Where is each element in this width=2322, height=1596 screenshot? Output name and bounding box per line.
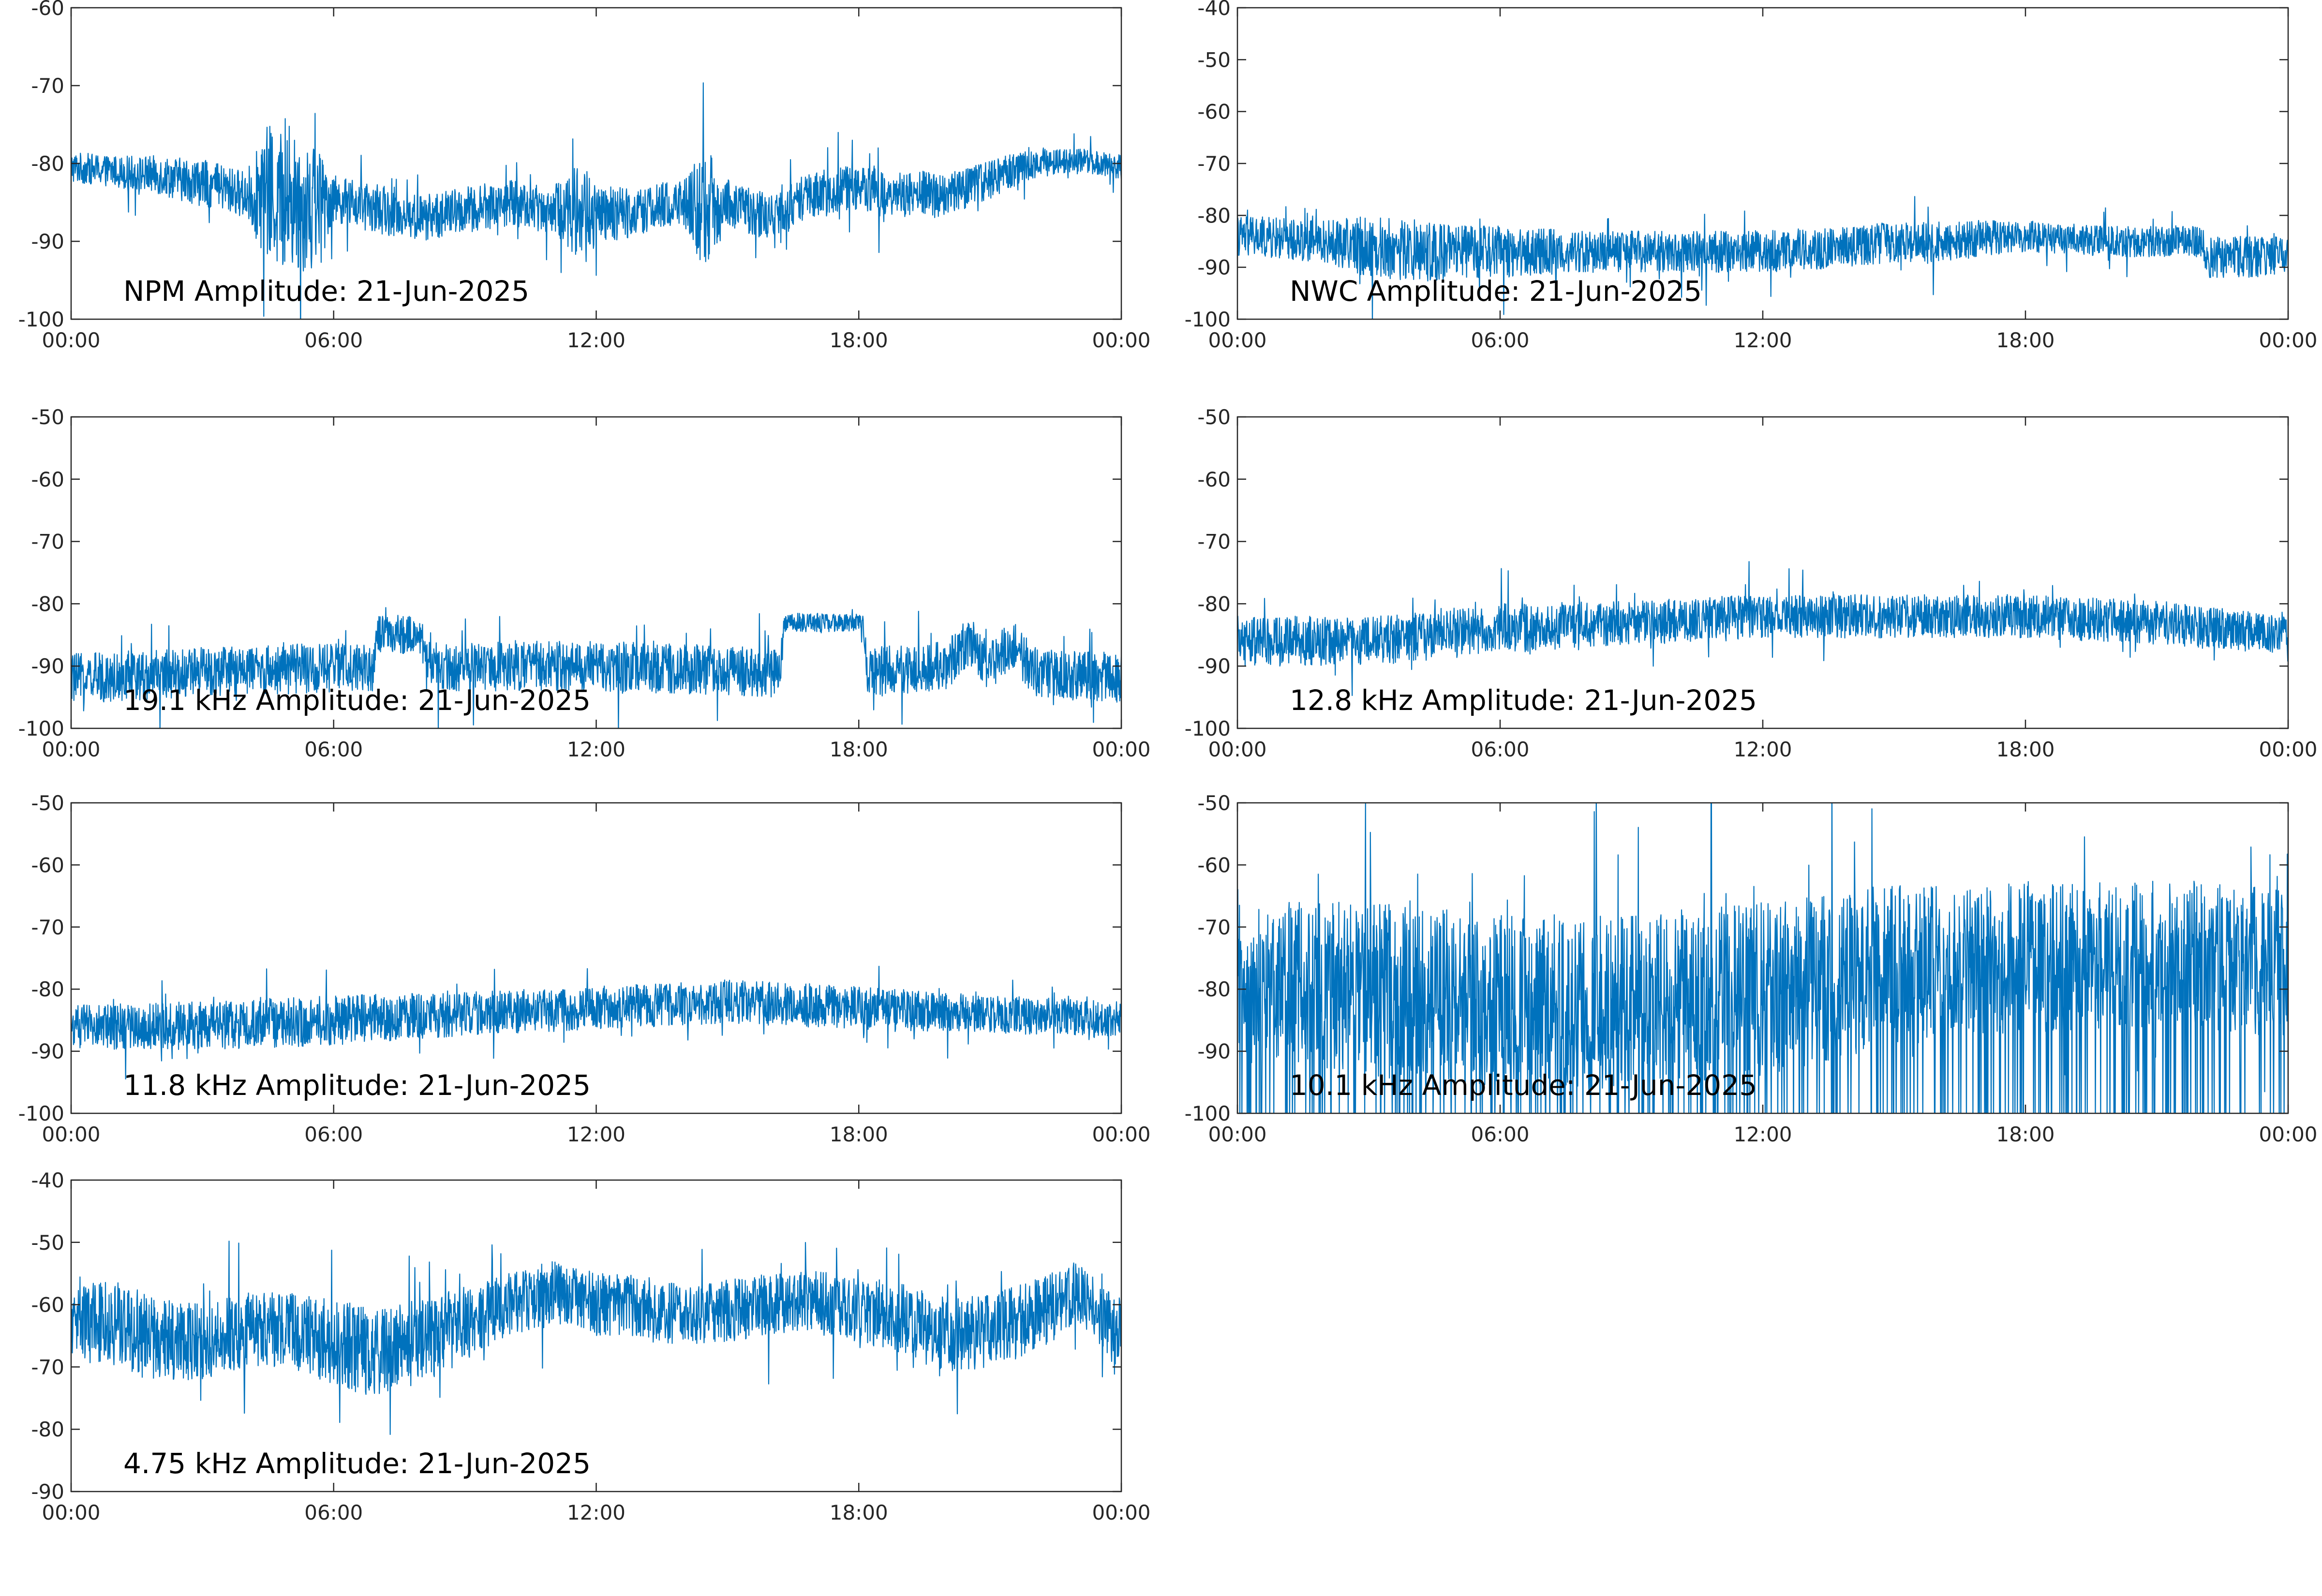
series-line bbox=[1237, 196, 2288, 319]
series-line bbox=[1237, 561, 2288, 696]
x-tick-label: 06:00 bbox=[304, 1501, 363, 1524]
x-tick-label: 00:00 bbox=[42, 1123, 100, 1146]
panel-title: 12.8 kHz Amplitude: 21-Jun-2025 bbox=[1290, 684, 1757, 717]
y-tick-label: -60 bbox=[31, 0, 64, 20]
chart-panel-1: 00:00 06:00 12:00 18:00 00:00 -60 -70 -80 -90 -10… bbox=[18, 0, 1151, 352]
x-tick-label: 06:00 bbox=[304, 328, 363, 352]
y-tick-label: -70 bbox=[1197, 916, 1231, 939]
x-tick-label: 06:00 bbox=[1471, 1123, 1529, 1146]
y-tick-label: -90 bbox=[31, 1040, 64, 1064]
y-tick-label: -60 bbox=[1197, 100, 1231, 124]
y-tick-label: -80 bbox=[1197, 204, 1231, 227]
y-tick-label: -90 bbox=[31, 230, 64, 253]
x-tick-label: 00:00 bbox=[1208, 738, 1266, 761]
y-tick-label: -60 bbox=[31, 468, 64, 491]
y-tick-label: -70 bbox=[1197, 530, 1231, 554]
y-tick-label: -90 bbox=[1197, 1040, 1231, 1064]
series-line bbox=[71, 965, 1121, 1079]
chart-panel-3: 00:00 06:00 12:00 18:00 00:00 -50 -60 -70 -80 -90… bbox=[18, 405, 1151, 761]
y-tick-label: -80 bbox=[31, 592, 64, 616]
series-line bbox=[71, 82, 1121, 319]
y-tick-label: -90 bbox=[31, 654, 64, 678]
x-tick-label: 18:00 bbox=[830, 328, 888, 352]
x-tick-label: 12:00 bbox=[567, 1501, 625, 1524]
y-tick-label: -40 bbox=[31, 1168, 64, 1192]
y-tick-label: -60 bbox=[1197, 468, 1231, 491]
x-tick-label: 00:00 bbox=[1092, 328, 1150, 352]
y-tick-label: -70 bbox=[31, 1355, 64, 1379]
y-tick-label: -70 bbox=[1197, 152, 1231, 176]
y-tick-label: -50 bbox=[1197, 791, 1231, 815]
panel-title: NPM Amplitude: 21-Jun-2025 bbox=[123, 275, 529, 308]
y-tick-label: -100 bbox=[1185, 1102, 1231, 1125]
y-tick-label: -90 bbox=[1197, 654, 1231, 678]
y-tick-label: -70 bbox=[31, 916, 64, 939]
x-tick-label: 00:00 bbox=[2259, 738, 2317, 761]
x-tick-label: 06:00 bbox=[1471, 328, 1529, 352]
x-tick-label: 00:00 bbox=[2259, 1123, 2317, 1146]
x-tick-label: 18:00 bbox=[830, 1501, 888, 1524]
x-tick-label: 00:00 bbox=[42, 1501, 100, 1524]
x-tick-label: 12:00 bbox=[567, 738, 625, 761]
x-tick-label: 00:00 bbox=[1092, 1123, 1150, 1146]
panel-title: 10.1 kHz Amplitude: 21-Jun-2025 bbox=[1290, 1069, 1757, 1102]
y-tick-label: -70 bbox=[31, 530, 64, 554]
x-tick-label: 00:00 bbox=[42, 738, 100, 761]
x-tick-label: 12:00 bbox=[1733, 1123, 1792, 1146]
chart-panel-2: 00:00 06:00 12:00 18:00 00:00 -40 -50 -60 -70 -80… bbox=[1185, 0, 2318, 352]
y-tick-label: -50 bbox=[31, 405, 64, 429]
y-tick-label: -100 bbox=[18, 1102, 64, 1125]
chart-panel-4: 00:00 06:00 12:00 18:00 00:00 -50 -60 -70 -80 -90… bbox=[1185, 405, 2318, 761]
x-tick-label: 00:00 bbox=[1092, 738, 1150, 761]
x-tick-label: 00:00 bbox=[1208, 1123, 1266, 1146]
series-line bbox=[71, 607, 1121, 728]
x-tick-label: 00:00 bbox=[1208, 328, 1266, 352]
y-tick-label: -100 bbox=[1185, 717, 1231, 740]
y-tick-label: -60 bbox=[31, 1293, 64, 1317]
x-tick-label: 18:00 bbox=[1996, 738, 2054, 761]
chart-panel-5: 00:00 06:00 12:00 18:00 00:00 -50 -60 -70 -80 -90… bbox=[18, 791, 1151, 1146]
y-tick-label: -60 bbox=[31, 853, 64, 877]
x-tick-label: 18:00 bbox=[1996, 328, 2054, 352]
y-tick-label: -40 bbox=[1197, 0, 1231, 20]
x-tick-label: 00:00 bbox=[2259, 328, 2317, 352]
y-tick-label: -50 bbox=[1197, 48, 1231, 72]
y-tick-label: -80 bbox=[1197, 977, 1231, 1001]
x-tick-label: 18:00 bbox=[830, 738, 888, 761]
x-tick-label: 18:00 bbox=[1996, 1123, 2054, 1146]
series-line bbox=[71, 1241, 1121, 1435]
chart-panel-7: 00:00 06:00 12:00 18:00 00:00 -40 -50 -60 -70 -80… bbox=[31, 1168, 1150, 1524]
y-tick-label: -50 bbox=[31, 791, 64, 815]
y-tick-label: -80 bbox=[31, 1418, 64, 1441]
y-tick-label: -50 bbox=[1197, 405, 1231, 429]
x-tick-label: 00:00 bbox=[1092, 1501, 1150, 1524]
x-tick-label: 12:00 bbox=[1733, 328, 1792, 352]
panel-title: 11.8 kHz Amplitude: 21-Jun-2025 bbox=[123, 1069, 591, 1102]
x-tick-label: 12:00 bbox=[567, 328, 625, 352]
chart-panel-6: 00:00 06:00 12:00 18:00 00:00 -50 -60 -70 -80 -90… bbox=[1185, 791, 2318, 1146]
panel-title: 4.75 kHz Amplitude: 21-Jun-2025 bbox=[123, 1447, 591, 1480]
series-line bbox=[1237, 803, 2288, 1113]
y-tick-label: -100 bbox=[1185, 308, 1231, 331]
x-tick-label: 18:00 bbox=[830, 1123, 888, 1146]
x-tick-label: 06:00 bbox=[304, 738, 363, 761]
x-tick-label: 06:00 bbox=[304, 1123, 363, 1146]
y-tick-label: -60 bbox=[1197, 853, 1231, 877]
y-tick-label: -50 bbox=[31, 1231, 64, 1255]
y-tick-label: -80 bbox=[1197, 592, 1231, 616]
x-tick-label: 12:00 bbox=[1733, 738, 1792, 761]
x-tick-label: 06:00 bbox=[1471, 738, 1529, 761]
panel-title: 19.1 kHz Amplitude: 21-Jun-2025 bbox=[123, 684, 591, 717]
y-tick-label: -80 bbox=[31, 977, 64, 1001]
x-tick-label: 12:00 bbox=[567, 1123, 625, 1146]
y-tick-label: -80 bbox=[31, 152, 64, 176]
y-tick-label: -100 bbox=[18, 308, 64, 331]
panel-title: NWC Amplitude: 21-Jun-2025 bbox=[1290, 275, 1702, 308]
y-tick-label: -90 bbox=[31, 1480, 64, 1504]
y-tick-label: -70 bbox=[31, 74, 64, 98]
y-tick-label: -90 bbox=[1197, 256, 1231, 280]
x-tick-label: 00:00 bbox=[42, 328, 100, 352]
y-tick-label: -100 bbox=[18, 717, 64, 740]
